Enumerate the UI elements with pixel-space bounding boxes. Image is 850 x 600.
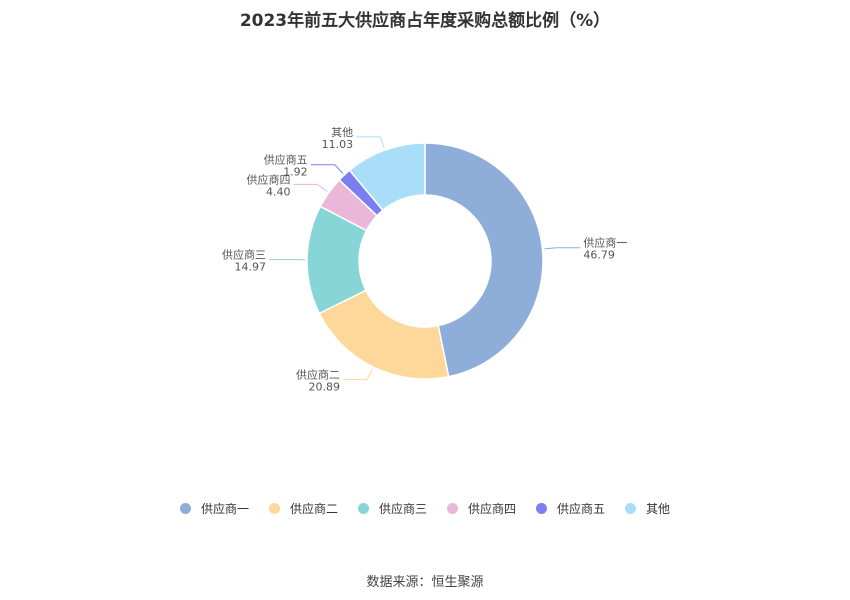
legend-item-2[interactable]: 供应商二 [268, 500, 338, 517]
legend-label: 供应商一 [200, 502, 249, 516]
value-label-2: 20.89 [309, 381, 341, 394]
leader-line-2 [343, 368, 373, 381]
leader-line-5 [310, 164, 344, 174]
slice-2[interactable] [318, 289, 450, 380]
legend-marker-icon [357, 503, 369, 514]
legend-item-4[interactable]: 供应商四 [447, 500, 516, 517]
leader-line-1 [544, 247, 581, 250]
data-labels: 供应商一46.79供应商二20.89供应商三14.97供应商四4.40供应商五1… [222, 126, 627, 394]
chart-title: 2023年前五大供应商占年度采购总额比例（%） [239, 11, 611, 31]
slice-1[interactable] [424, 142, 544, 378]
slices [306, 142, 544, 380]
data-source: 数据来源：恒生聚源 [366, 575, 484, 590]
legend-item-6[interactable]: 其他 [625, 500, 670, 517]
value-label-6: 11.03 [322, 138, 354, 151]
legend-marker-icon [447, 503, 458, 514]
slice-6[interactable] [348, 142, 426, 212]
category-label-4: 供应商四 [246, 172, 290, 186]
leader-line-4 [293, 183, 328, 192]
value-label-5: 1.92 [283, 166, 308, 179]
category-label-5: 供应商五 [264, 153, 308, 167]
legend-label: 供应商二 [289, 502, 338, 516]
value-label-4: 4.40 [266, 185, 291, 198]
category-label-3: 供应商三 [222, 248, 266, 262]
leader-lines [269, 136, 581, 381]
value-label-3: 14.97 [235, 261, 267, 274]
legend-label: 其他 [646, 502, 671, 516]
legend-marker-icon [536, 503, 548, 514]
category-label-2: 供应商二 [296, 368, 340, 382]
category-label-6: 其他 [331, 126, 353, 139]
value-label-1: 46.79 [583, 249, 615, 262]
leader-line-6 [356, 136, 385, 149]
legend-label: 供应商五 [557, 502, 606, 516]
legend-label: 供应商三 [378, 502, 427, 516]
legend-label: 供应商四 [468, 502, 517, 516]
legend-marker-icon [625, 503, 637, 514]
legend: 供应商一 供应商二 供应商三 供应商四 供应商五 其他 [0, 500, 850, 517]
legend-marker-icon [179, 503, 191, 514]
legend-item-3[interactable]: 供应商三 [357, 500, 427, 517]
category-label-1: 供应商一 [583, 236, 627, 250]
legend-marker-icon [268, 503, 280, 514]
legend-item-5[interactable]: 供应商五 [536, 500, 605, 517]
legend-item-1[interactable]: 供应商一 [179, 500, 249, 517]
